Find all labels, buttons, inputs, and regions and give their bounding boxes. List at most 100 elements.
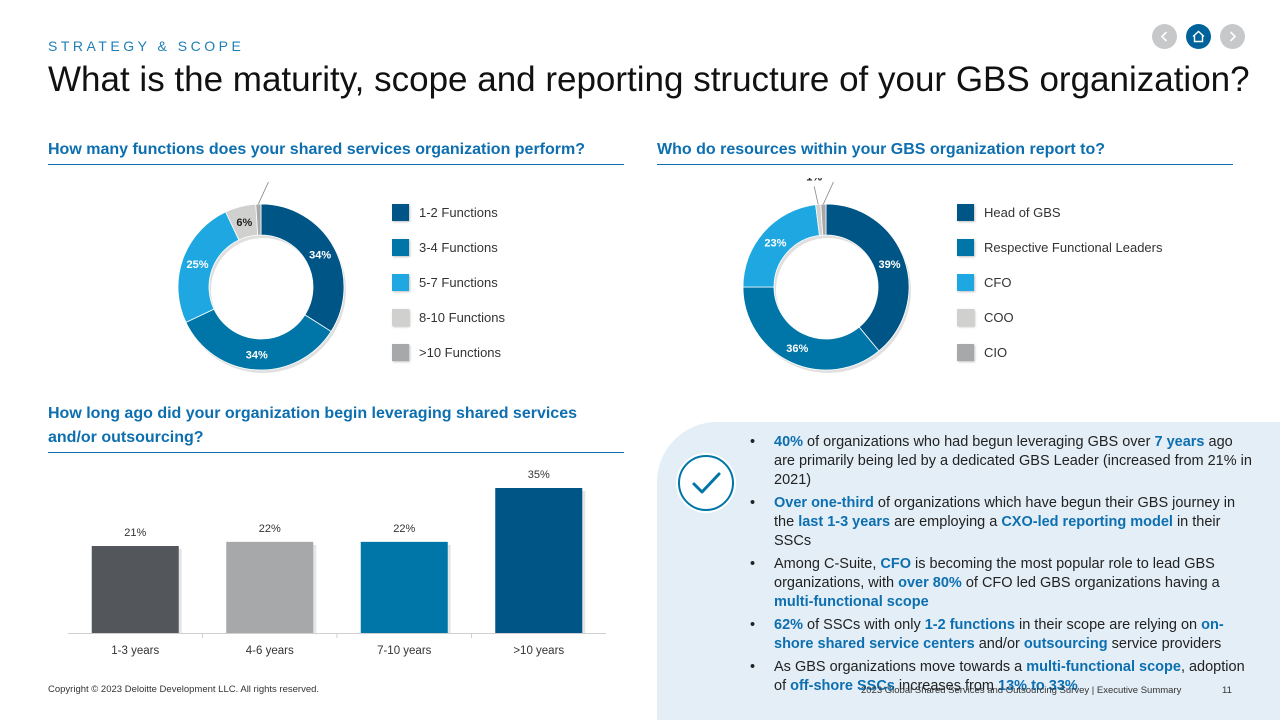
reporting-legend-swatch	[957, 344, 974, 361]
functions-slice-5	[255, 203, 262, 236]
insight-item: • 40% of organizations who had begun leve…	[750, 433, 1255, 490]
bar-2	[226, 541, 314, 633]
insight-highlight: 62%	[774, 617, 804, 633]
bullet-dot: •	[750, 617, 756, 633]
years-chart-title: How long ago did your organization begin…	[48, 405, 577, 446]
functions-slice-2	[185, 308, 332, 371]
insight-text: of CFO led GBS organizations having a	[961, 575, 1220, 591]
functions-legend-swatch	[392, 204, 409, 221]
reporting-value-label-1: 39%	[878, 259, 900, 271]
insight-item: • 62% of SSCs with only 1-2 functions in …	[750, 616, 1255, 654]
insight-highlight: CFO	[880, 556, 911, 572]
reporting-title-rule	[657, 164, 1233, 165]
functions-legend-item: >10 Functions	[392, 335, 505, 370]
section-eyebrow: STRATEGY & SCOPE	[48, 38, 245, 54]
reporting-legend-item: CIO	[957, 335, 1163, 370]
reporting-legend-label: Head of GBS	[984, 205, 1061, 220]
insight-text: ago are primarily being led by a dedicat…	[774, 434, 1252, 488]
functions-legend-label: >10 Functions	[419, 345, 502, 360]
copyright-text: Copyright © 2023 Deloitte Development LL…	[48, 684, 320, 695]
functions-legend: 1-2 Functions 3-4 Functions 5-7 Functions 8…	[392, 195, 505, 370]
reporting-value-label-3: 23%	[764, 237, 786, 249]
functions-value-label-4: 6%	[236, 217, 252, 229]
functions-legend-item: 3-4 Functions	[392, 230, 505, 265]
bar-3	[360, 541, 448, 633]
home-button[interactable]	[1186, 24, 1211, 49]
reporting-legend-item: Respective Functional Leaders	[957, 230, 1163, 265]
insight-highlight: multi-functional scope	[774, 594, 929, 610]
home-icon	[1192, 30, 1205, 43]
functions-value-label-2: 34%	[246, 349, 268, 361]
functions-legend-item: 5-7 Functions	[392, 265, 505, 300]
x-tick-label-4: >10 years	[513, 645, 564, 657]
insight-item: • As GBS organizations move towards a mul…	[750, 658, 1255, 696]
insight-highlight: CXO-led reporting model	[1001, 514, 1173, 530]
slide-navigation	[1152, 24, 1245, 49]
insight-highlight: 40%	[774, 434, 804, 450]
reporting-slice-5	[820, 203, 827, 236]
functions-donut-chart: 34% 34% 25% 6% 1%	[177, 178, 346, 373]
x-tick-label-1: 1-3 years	[111, 645, 159, 657]
insight-text: and/or	[974, 636, 1024, 652]
insight-text: in their scope are relying on	[1014, 617, 1202, 633]
report-name: 2023 Global Shared Services and Outsourc…	[861, 685, 1182, 696]
insight-text: , adoption of	[774, 659, 1245, 694]
functions-legend-label: 8-10 Functions	[419, 310, 505, 325]
bullet-dot: •	[750, 434, 756, 450]
insight-highlight: 13% to 33%	[998, 678, 1078, 694]
reporting-legend-item: Head of GBS	[957, 195, 1163, 230]
insight-highlight: last 1-3 years	[798, 514, 891, 530]
functions-legend-label: 1-2 Functions	[419, 205, 498, 220]
functions-legend-label: 5-7 Functions	[419, 275, 498, 290]
reporting-legend: Head of GBS Respective Functional Leaders…	[957, 195, 1163, 370]
previous-slide-button[interactable]	[1152, 24, 1177, 49]
bar-value-label-4: 35%	[528, 469, 550, 481]
insight-text: in their SSCs	[774, 514, 1221, 549]
insight-text: is becoming the most popular role to lea…	[774, 556, 1215, 591]
functions-legend-label: 3-4 Functions	[419, 240, 498, 255]
insight-item: • Among C-Suite, CFO is becoming the most…	[750, 555, 1255, 612]
insight-text: Among C-Suite,	[774, 556, 881, 572]
chevron-left-icon	[1160, 31, 1168, 42]
reporting-legend-swatch	[957, 204, 974, 221]
next-slide-button[interactable]	[1220, 24, 1245, 49]
functions-legend-swatch	[392, 274, 409, 291]
insight-highlight: on-shore shared service centers	[774, 617, 1224, 652]
bar-value-label-2: 22%	[259, 523, 281, 535]
page-title: What is the maturity, scope and reportin…	[48, 60, 1250, 99]
reporting-legend-item: CFO	[957, 265, 1163, 300]
insight-text: of organizations which have begun their …	[774, 495, 1236, 530]
years-title-rule	[48, 452, 624, 453]
insight-text: increases from	[894, 678, 999, 694]
insight-text: are employing a	[890, 514, 1002, 530]
reporting-legend-label: COO	[984, 310, 1014, 325]
reporting-leader-line-4	[813, 186, 819, 205]
checkmark-circle-icon	[676, 453, 736, 513]
insights-list: • 40% of organizations who had begun leve…	[750, 433, 1255, 700]
functions-legend-swatch	[392, 309, 409, 326]
insight-highlight: over 80%	[898, 575, 962, 591]
insight-highlight: multi-functional scope	[1026, 659, 1181, 675]
insight-highlight: 7 years	[1154, 434, 1205, 450]
reporting-legend-label: CFO	[984, 275, 1012, 290]
functions-legend-item: 8-10 Functions	[392, 300, 505, 335]
functions-chart-title: How many functions does your shared serv…	[48, 141, 586, 158]
insight-highlight: outsourcing	[1023, 636, 1108, 652]
insight-highlight: Over one-third	[774, 495, 874, 511]
reporting-value-label-4: 1%	[806, 178, 822, 183]
insight-highlight: off-shore SSCs	[790, 678, 895, 694]
reporting-leader-line-5	[823, 181, 834, 205]
reporting-legend-swatch	[957, 309, 974, 326]
reporting-legend-swatch	[957, 239, 974, 256]
bar-1	[91, 546, 179, 633]
functions-value-label-5: 1%	[260, 178, 276, 179]
reporting-slice-1	[825, 203, 910, 352]
functions-value-label-1: 34%	[309, 249, 331, 261]
insight-highlight: 1-2 functions	[924, 617, 1015, 633]
bullet-dot: •	[750, 495, 756, 511]
reporting-legend-swatch	[957, 274, 974, 291]
insight-item: • Over one-third of organizations which h…	[750, 494, 1255, 551]
chevron-right-icon	[1229, 31, 1237, 42]
insight-text: of organizations who had begun leveragin…	[803, 434, 1155, 450]
reporting-legend-label: Respective Functional Leaders	[984, 240, 1163, 255]
